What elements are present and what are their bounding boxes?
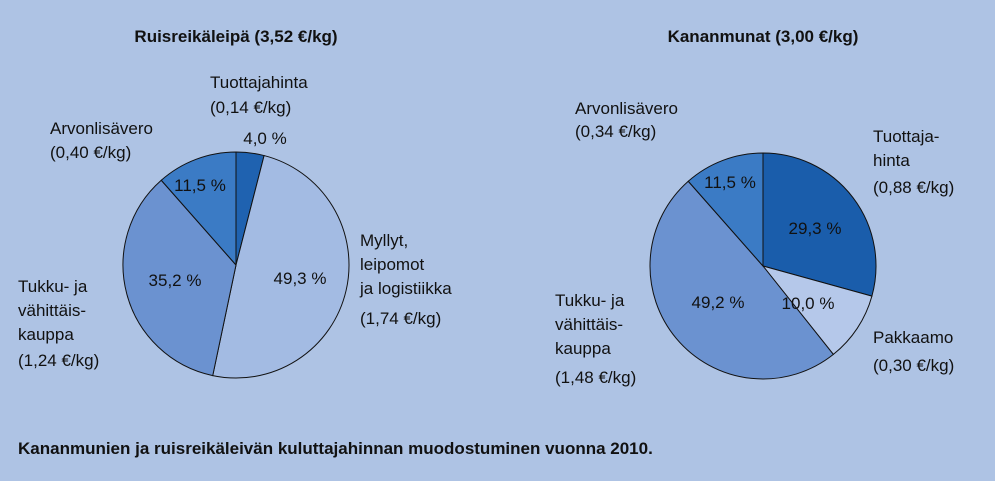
value-label: 11,5 % [174,176,226,195]
category-label: Pakkaamo [873,328,953,347]
chart-title: Kananmunat (3,00 €/kg) [668,27,859,46]
pie-slice [762,152,877,297]
category-label: Tukku- ja vähittäis- kauppa [555,291,629,358]
pie-slice [649,180,835,380]
category-label: Tuottaja- hinta [873,127,944,170]
value-label: 35,2 % [149,271,202,290]
pie-slice [687,152,764,268]
pie-slice [761,265,873,356]
value-label: 29,3 % [789,219,842,238]
amount-label: (1,24 €/kg) [18,351,99,370]
category-label: Tuottajahinta [210,73,308,92]
amount-label: (1,74 €/kg) [360,309,441,328]
value-label: 11,5 % [704,173,756,192]
chart-title: Ruisreikäleipä (3,52 €/kg) [134,27,337,46]
caption: Kananmunien ja ruisreikäleivän kuluttaja… [18,439,653,458]
amount-label: (0,40 €/kg) [50,143,131,162]
amount-label: (0,34 €/kg) [575,122,656,141]
amount-label: (1,48 €/kg) [555,368,636,387]
value-label: 49,3 % [274,269,327,288]
pie-slice [122,179,237,377]
amount-label: (0,88 €/kg) [873,178,954,197]
value-label: 4,0 % [243,129,286,148]
category-label: Arvonlisävero [50,119,153,138]
pie-slice [212,154,350,379]
amount-label: (0,30 €/kg) [873,356,954,375]
value-label: 10,0 % [782,294,835,313]
category-label: Myllyt, leipomot ja logistiikka [359,231,452,298]
pie-slice [160,151,237,267]
category-label: Arvonlisävero [575,99,678,118]
amount-label: (0,14 €/kg) [210,98,291,117]
category-label: Tukku- ja vähittäis- kauppa [18,277,92,344]
value-label: 49,2 % [692,293,745,312]
